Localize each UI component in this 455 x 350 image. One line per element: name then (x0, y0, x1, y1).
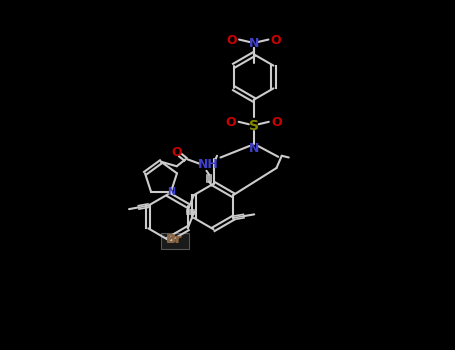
Text: O: O (227, 34, 238, 47)
Text: O: O (271, 116, 282, 129)
Text: O: O (172, 146, 182, 159)
Text: NH: NH (198, 158, 218, 171)
Text: S: S (249, 119, 259, 133)
Text: Br: Br (166, 233, 181, 246)
Text: N: N (248, 142, 259, 155)
Text: N: N (248, 37, 259, 50)
Text: O: O (270, 34, 281, 47)
Text: N: N (167, 187, 175, 197)
Text: O: O (226, 116, 236, 129)
Text: Br: Br (167, 233, 183, 246)
Bar (161, 233, 189, 248)
